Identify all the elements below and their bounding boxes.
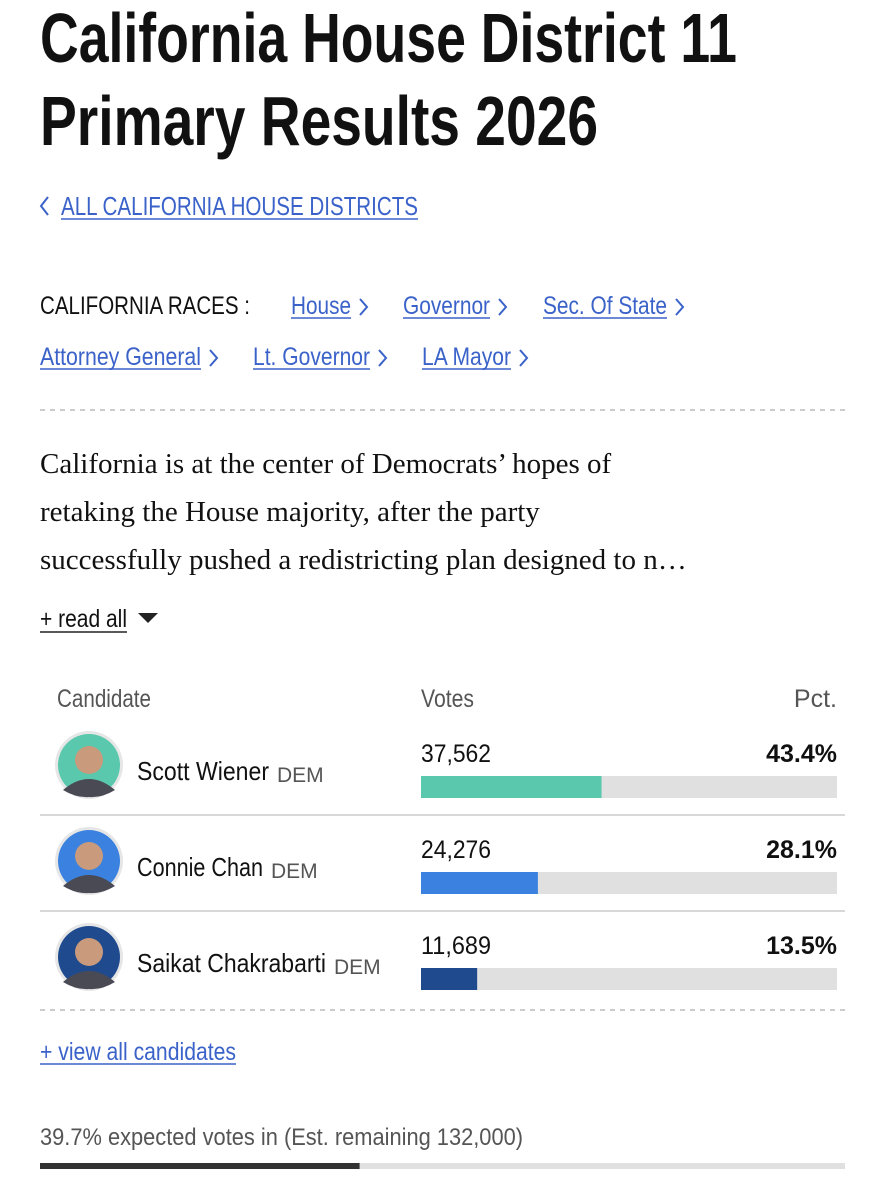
expand-icon[interactable] [138,613,158,623]
view-all-link[interactable]: + view all candidates [40,1038,236,1066]
vote-bar [421,872,538,894]
avatar-face [75,938,103,966]
chevron-icon [39,196,49,216]
chevron-icon [209,349,219,367]
progress-track [40,1163,845,1169]
party-label: DEM [271,860,318,883]
vote-bar [421,968,478,990]
chevron-icon [498,298,508,316]
race-link[interactable]: LA Mayor [422,343,511,371]
column-header: Votes [421,685,474,713]
avatar-face [75,746,103,774]
race-link[interactable]: Attorney General [40,343,201,371]
vote-bar [421,776,602,798]
race-link[interactable]: Sec. Of State [543,292,667,320]
race-link[interactable]: Governor [403,292,490,320]
column-header: Pct. [794,685,837,713]
read-all-link[interactable]: + read all [40,605,127,633]
race-link[interactable]: Lt. Governor [253,343,370,371]
candidate-name: Connie Chan [137,852,263,882]
avatar-body [63,971,115,990]
vote-count: 11,689 [421,932,491,960]
party-label: DEM [334,956,381,979]
progress-bar [40,1163,360,1169]
summary-text: California is at the center of Democrats… [40,448,612,480]
races-label: CALIFORNIA RACES : [40,292,250,320]
vote-count: 24,276 [421,836,491,864]
candidate-name: Scott Wiener [137,756,269,786]
chevron-icon [378,349,388,367]
vote-count: 37,562 [421,740,491,768]
avatar-body [63,779,115,798]
vote-pct: 28.1% [766,836,837,864]
chevron-icon [519,349,529,367]
vote-pct: 43.4% [766,740,837,768]
reporting-text: 39.7% expected votes in (Est. remaining … [40,1124,523,1151]
chevron-icon [675,298,685,316]
page-title: California House District 11 [40,0,737,77]
candidate-name: Saikat Chakrabarti [137,948,326,978]
bar-track [421,968,837,990]
party-label: DEM [277,764,324,787]
vote-pct: 13.5% [766,932,837,960]
summary-text: retaking the House majority, after the p… [40,496,540,528]
chevron-icon [359,298,369,316]
avatar-body [63,875,115,894]
summary-text: successfully pushed a redistricting plan… [40,544,687,576]
page-title: Primary Results 2026 [40,82,598,160]
column-header: Candidate [57,685,151,713]
avatar-face [75,842,103,870]
back-link[interactable]: ALL CALIFORNIA HOUSE DISTRICTS [61,191,418,221]
race-link[interactable]: House [291,292,351,320]
